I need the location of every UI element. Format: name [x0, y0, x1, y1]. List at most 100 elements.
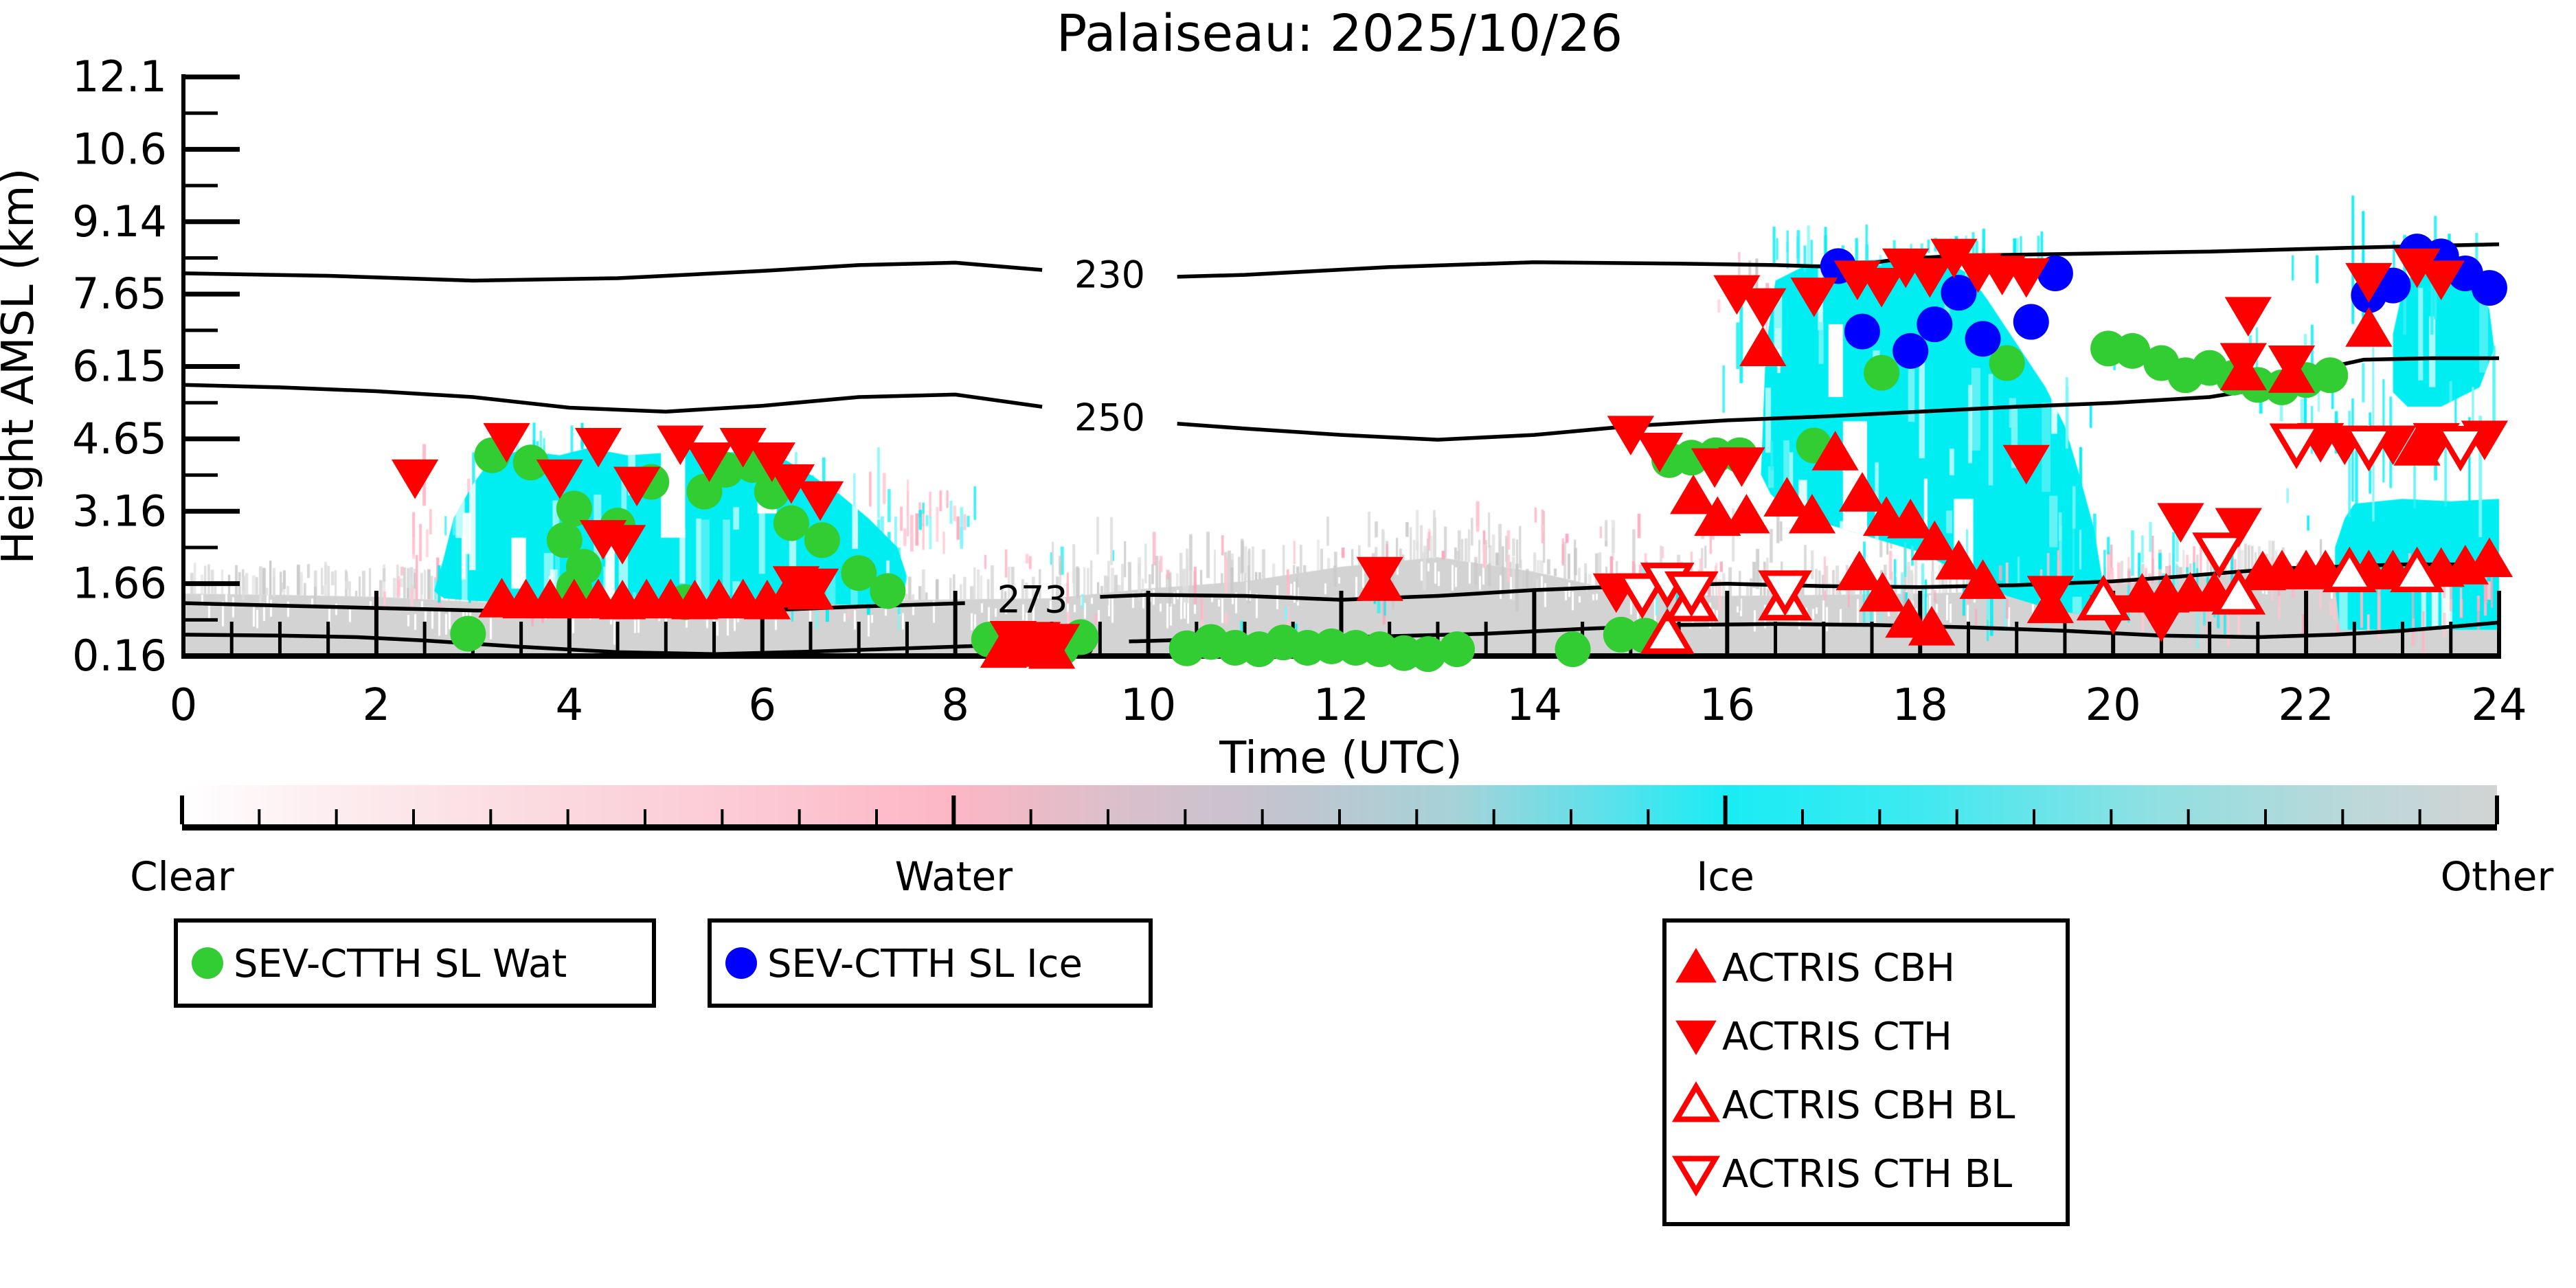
colorbar-minor-tick	[798, 809, 801, 824]
marker-triangle-up-open	[2076, 574, 2131, 621]
x-tick-label: 6	[748, 680, 776, 731]
marker-triangle-up	[1723, 493, 1770, 534]
marker-triangle-up	[1859, 572, 1906, 612]
x-tick-label: 22	[2278, 680, 2334, 731]
colorbar-minor-tick	[1107, 809, 1109, 824]
y-tick-label: 0.16	[72, 631, 167, 681]
colorbar-minor-tick	[1492, 809, 1495, 824]
marker-triangle-down	[748, 442, 795, 482]
marker-triangle-up	[1959, 559, 2007, 599]
colorbar-major-tick	[180, 795, 184, 824]
colorbar-label-ice: Ice	[1696, 853, 1754, 900]
legend-sev-wat-frame	[174, 918, 656, 1008]
legend-label: ACTRIS CBH	[1722, 946, 1955, 991]
marker-triangle-down	[1739, 288, 1787, 328]
colorbar-minor-tick	[1647, 809, 1650, 824]
marker-circle	[1965, 321, 2001, 357]
marker-circle	[870, 573, 906, 609]
colorbar-minor-tick	[335, 809, 338, 824]
marker-circle	[192, 947, 223, 979]
colorbar-minor-tick	[721, 809, 724, 824]
y-tick-label: 6.15	[72, 341, 167, 392]
colorbar-label-water: Water	[895, 853, 1013, 900]
colorbar-label-clear: Clear	[130, 853, 234, 900]
legend-sev-ice-frame	[708, 918, 1153, 1008]
legend-sev-ice: SEV-CTTH SL Ice	[708, 918, 1153, 1008]
marker-triangle-up	[1911, 520, 1958, 561]
marker-triangle-down	[796, 481, 844, 521]
classification-colorbar: Clear Water Ice Other	[130, 785, 2553, 900]
marker-circle	[773, 505, 809, 541]
colorbar-minor-tick	[2418, 809, 2421, 824]
marker-circle	[1410, 636, 1446, 673]
marker-circle	[2037, 255, 2073, 291]
marker-triangle-down-open	[2192, 532, 2247, 578]
marker-triangle-down	[686, 442, 733, 482]
marker-triangle-down-open	[1615, 573, 1670, 620]
colorbar-minor-tick	[2341, 809, 2345, 824]
marker-circle	[1989, 345, 2025, 381]
y-tick-label: 7.65	[72, 269, 167, 319]
marker-triangle-down	[1718, 447, 1765, 487]
marker-triangle-up	[1763, 477, 1811, 517]
data-markers	[391, 234, 2513, 673]
marker-triangle-down	[2002, 258, 2050, 298]
marker-triangle-down	[483, 422, 530, 463]
marker-triangle-up	[2465, 537, 2513, 578]
marker-circle	[1864, 354, 1900, 391]
series-actris-cbh-bl	[1640, 546, 2445, 654]
y-tick-label: 9.14	[72, 196, 167, 247]
x-tick-label: 8	[941, 680, 969, 731]
colorbar-minor-tick	[2110, 809, 2113, 824]
marker-triangle-down	[574, 427, 622, 468]
colorbar-minor-tick	[1338, 809, 1341, 824]
marker-triangle-up	[1788, 493, 1836, 534]
x-tick-label: 24	[2471, 680, 2527, 731]
colorbar-minor-tick	[258, 809, 261, 824]
contour-label-230: 230	[1074, 253, 1145, 296]
colorbar-minor-tick	[1415, 809, 1419, 824]
colorbar-minor-tick	[644, 809, 646, 824]
x-tick-label: 20	[2085, 680, 2140, 731]
marker-circle	[565, 549, 602, 585]
legend-label: ACTRIS CTH	[1722, 1015, 1952, 1059]
marker-triangle-up	[2345, 307, 2393, 347]
series-actris-cbh	[478, 307, 2513, 669]
marker-circle	[841, 555, 877, 591]
x-tick-label: 4	[555, 680, 583, 731]
marker-triangle-down	[536, 459, 583, 499]
series-actris-cth-bl	[1615, 423, 2488, 620]
colorbar-minor-tick	[1261, 809, 1264, 824]
colorbar-major-tick	[2495, 795, 2499, 824]
marker-triangle-down-open	[2341, 425, 2396, 472]
colorbar-minor-tick	[2033, 809, 2035, 824]
marker-triangle-down	[2345, 262, 2393, 303]
marker-triangle-down-open	[2433, 425, 2488, 472]
x-tick-label: 14	[1506, 680, 1562, 731]
y-tick-label: 1.66	[72, 558, 167, 609]
y-tick-label: 3.16	[72, 486, 167, 536]
colorbar-minor-tick	[2187, 809, 2190, 824]
x-tick-label: 16	[1699, 680, 1755, 731]
marker-triangle-down	[1857, 267, 1906, 308]
marker-triangle-down	[2219, 343, 2267, 383]
chart-title: Palaiseau: 2025/10/26	[1057, 4, 1623, 63]
marker-triangle-down	[2138, 602, 2185, 642]
x-tick-label: 10	[1120, 680, 1176, 731]
colorbar-major-tick	[1723, 795, 1728, 824]
marker-triangle-down-open	[1664, 571, 1719, 618]
marker-triangle-down	[598, 525, 646, 565]
marker-circle	[512, 444, 549, 481]
marker-triangle-up-open	[2390, 546, 2445, 593]
legend-label: ACTRIS CTH BL	[1722, 1152, 2012, 1197]
marker-triangle-down-open	[1758, 570, 1813, 616]
marker-triangle-up	[1887, 499, 1934, 539]
marker-circle	[2471, 270, 2507, 306]
marker-triangle-down	[2026, 576, 2075, 615]
marker-circle	[2312, 357, 2349, 394]
marker-circle	[546, 522, 583, 558]
marker-triangle-up	[1739, 326, 1787, 366]
marker-triangle-down	[2224, 297, 2272, 337]
marker-triangle-up-open	[1671, 1081, 1721, 1122]
